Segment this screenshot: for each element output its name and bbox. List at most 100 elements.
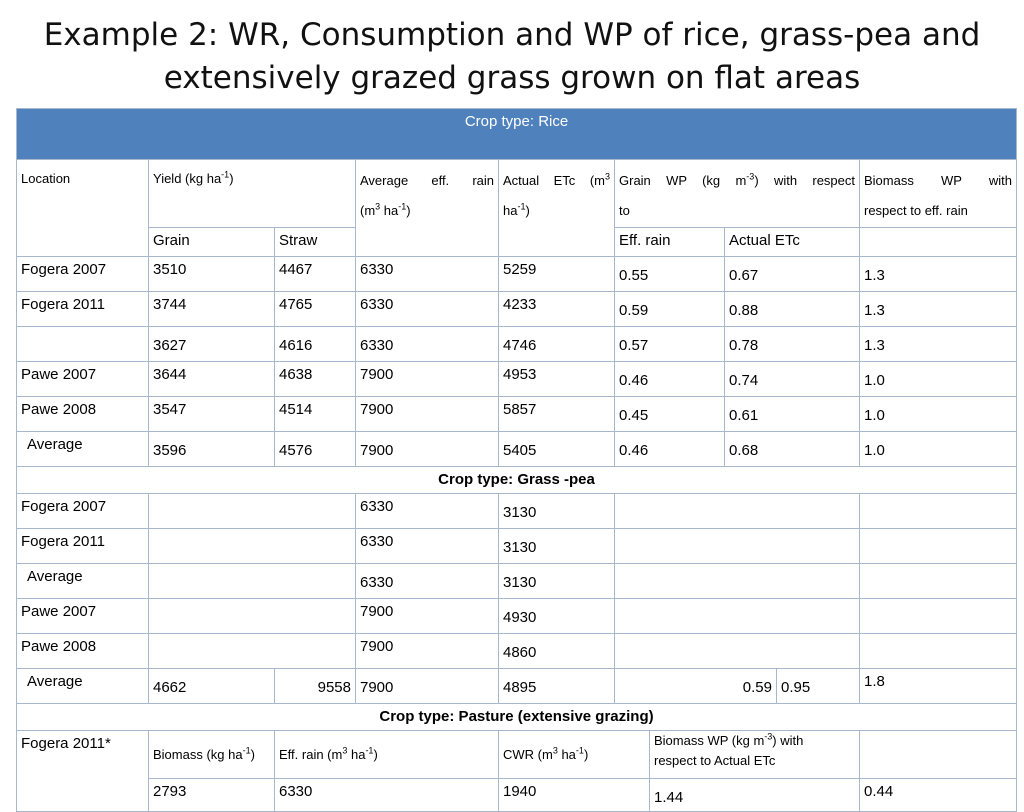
cell-grain: 3627	[148, 326, 275, 362]
cell-biomass: 1.3	[858, 291, 1018, 327]
sub-straw: Straw	[274, 227, 356, 257]
cell-etc: 5259	[498, 256, 615, 292]
col-rain-line1: Average eff. rain	[360, 173, 494, 188]
cell-etc: 5857	[498, 396, 615, 432]
col-rain-b: (m	[360, 203, 376, 218]
cell-wp	[614, 528, 860, 564]
cell-rain: 7900	[355, 361, 499, 397]
cell-grain: 3596	[148, 431, 275, 467]
col-location: Location	[16, 159, 149, 257]
cell-straw: 4576	[274, 431, 356, 467]
cell-grain: 3744	[148, 291, 275, 327]
cell-wp-etc: 0.88	[724, 291, 860, 327]
cell-wp-etc: 0.68	[724, 431, 860, 467]
cell-biomass: 1.8	[858, 668, 1018, 704]
cell-etc: 3130	[498, 528, 615, 564]
pasture-col-empty	[858, 730, 1018, 779]
cell-etc: 4860	[498, 633, 615, 669]
cell-rain: 6330	[355, 563, 499, 599]
cell-wp-etc: 0.67	[724, 256, 860, 292]
pasture-cwr-sup2: -1	[575, 745, 584, 756]
sub-actual-etc: Actual ETc	[724, 227, 860, 257]
pasture-val-cwr: 1940	[498, 778, 650, 812]
table-row: Average 3596 4576 7900 5405 0.46 0.68 1.…	[16, 431, 1018, 467]
sub-eff-rain: Eff. rain	[614, 227, 725, 257]
cell-yield	[148, 493, 356, 529]
pasture-bwp-b: ) with	[772, 733, 804, 748]
pasture-rain-sup2: -1	[365, 745, 374, 756]
cell-yield	[148, 598, 356, 634]
cell-etc: 5405	[498, 431, 615, 467]
col-rain-line2: (m3 ha-1)	[360, 196, 494, 226]
cell-biomass: 1.0	[858, 396, 1018, 432]
cell-etc: 3130	[498, 563, 615, 599]
pasture-cwr-a: CWR (m	[503, 746, 553, 762]
cell-wp-rain: 0.59	[614, 291, 725, 327]
cell-location: Fogera 2011	[16, 528, 149, 564]
pasture-rain-c: )	[373, 746, 378, 762]
cell-wp	[614, 633, 860, 669]
col-rain-c: ha	[380, 203, 399, 218]
cell-rain: 7900	[355, 396, 499, 432]
cell-rain: 7900	[355, 668, 499, 704]
table-row: Fogera 2007 3510 4467 6330 5259 0.55 0.6…	[16, 256, 1018, 292]
cell-etc: 3130	[498, 493, 615, 529]
pasture-cwr-sup1: 3	[552, 745, 558, 756]
pasture-val-biomass: 2793	[148, 778, 275, 812]
pasture-col-eff-rain: Eff. rain (m3 ha-1)	[274, 730, 499, 779]
pasture-section-header: Crop type: Pasture (extensive grazing)	[15, 703, 1018, 731]
pasture-col-cwr: CWR (m3 ha-1)	[498, 730, 650, 779]
col-etc-a: Actual ETc (m	[503, 173, 605, 188]
page-title: Example 2: WR, Consumption and WP of ric…	[40, 14, 984, 100]
cell-wp-etc: 0.95	[776, 668, 860, 704]
cell-biomass: 1.0	[858, 361, 1018, 397]
grasspea-header-row: Crop type: Grass -pea	[15, 466, 1018, 494]
cell-location	[16, 326, 149, 362]
pasture-header-row: Crop type: Pasture (extensive grazing)	[15, 703, 1018, 731]
cell-wp-rain: 0.57	[614, 326, 725, 362]
cell-yield-1: 4662	[148, 668, 275, 704]
cell-straw: 4765	[274, 291, 356, 327]
pasture-val-last: 0.44	[858, 778, 1018, 812]
table-row: Pawe 2007 7900 4930	[16, 598, 1018, 634]
col-yield-end: )	[229, 171, 234, 186]
cell-etc: 4746	[498, 326, 615, 362]
cell-wp-etc: 0.78	[724, 326, 860, 362]
col-etc-sup2: -1	[517, 201, 526, 212]
cell-wp	[614, 563, 860, 599]
col-bwp-line2: respect to eff. rain	[864, 203, 968, 218]
pasture-bwp-line1: Biomass WP (kg m-3) with	[654, 732, 855, 752]
sub-empty	[858, 227, 1018, 257]
rice-section-header: Crop type: Rice	[15, 108, 1018, 160]
cell-grain: 3644	[148, 361, 275, 397]
cell-etc: 4953	[498, 361, 615, 397]
pasture-rain-a: Eff. rain (m	[279, 746, 343, 762]
col-gwp-b: ) with respect	[754, 173, 855, 188]
cell-wp	[614, 493, 860, 529]
cell-etc: 4895	[498, 668, 615, 704]
cell-biomass	[858, 493, 1018, 529]
table-row: Pawe 2008 7900 4860	[16, 633, 1018, 669]
title-line-1: Example 2: WR, Consumption and WP of ric…	[43, 17, 981, 53]
cell-wp-rain: 0.46	[614, 431, 725, 467]
col-yield-sup: -1	[221, 169, 230, 180]
table-row: Pawe 2007 3644 4638 7900 4953 0.46 0.74 …	[16, 361, 1018, 397]
pasture-val-bwp: 1.44	[649, 778, 860, 812]
cell-straw: 4467	[274, 256, 356, 292]
cell-biomass	[858, 633, 1018, 669]
pasture-bwp-line2: respect to Actual ETc	[654, 753, 776, 768]
col-grain-wp: Grain WP (kg m-3) with respect to	[614, 159, 860, 228]
cell-location: Fogera 2011	[16, 291, 149, 327]
pasture-col-biomass: Biomass (kg ha-1)	[148, 730, 275, 779]
col-etc-line2: ha-1)	[503, 196, 610, 226]
col-gwp-line1: Grain WP (kg m-3) with respect	[619, 166, 855, 196]
col-etc-b: ha	[503, 203, 518, 218]
col-rain-sup1: 3	[375, 201, 381, 212]
sub-header-row: Grain Straw Eff. rain Actual ETc	[17, 227, 1018, 257]
table-row: Average 6330 3130	[16, 563, 1018, 599]
pasture-col-biomass-wp: Biomass WP (kg m-3) with respect to Actu…	[649, 730, 860, 779]
col-rain-sup2: -1	[398, 201, 407, 212]
col-bwp-line1: Biomass WP with	[864, 173, 1013, 188]
pasture-label-row: Fogera 2011* Biomass (kg ha-1) Eff. rain…	[16, 730, 1018, 812]
cell-wp-etc: 0.74	[724, 361, 860, 397]
